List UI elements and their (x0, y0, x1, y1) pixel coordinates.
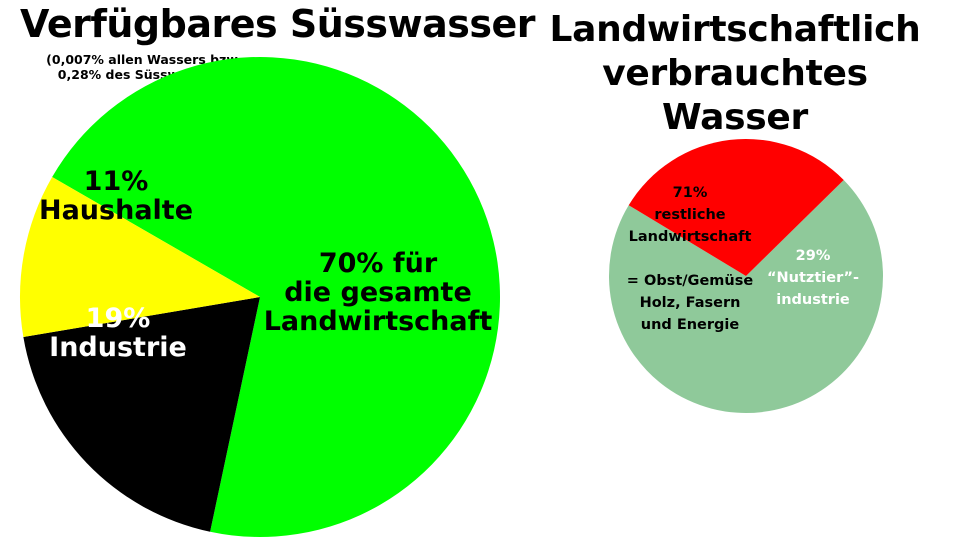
slice-label-line: Holz, Fasern (640, 295, 741, 311)
slice-label-line: = Obst/Gemüse (627, 273, 754, 289)
slice-label-line: 29% (796, 248, 831, 264)
slice-label-line: Landwirtschaft (629, 229, 752, 245)
slice-label-line: die gesamte (284, 277, 472, 308)
chart-title-agriculture: Landwirtschaftlich verbrauchtes Wasser (549, 9, 921, 138)
slice-label-line: 70% für (319, 248, 438, 279)
chart-title-freshwater: Verfügbares Süsswasser (20, 2, 536, 46)
slice-label-line: 19% (86, 303, 151, 334)
pie-slice (23, 297, 261, 532)
slice-label: 70% für die gesamte Landwirtschaft (264, 248, 493, 337)
pie-slice (20, 177, 261, 338)
slice-label-line: Landwirtschaft (264, 306, 493, 337)
slice-label-line: 11% (84, 166, 149, 197)
slice-label-line: Haushalte (39, 195, 193, 226)
slice-label: 71% restliche Landwirtschaft = Obst/Gemüse H… (627, 185, 754, 333)
slice-label: 11% Haushalte (39, 166, 193, 226)
slice-label-line: industrie (776, 292, 850, 308)
pie-slice (628, 138, 844, 276)
pie-chart-1: 71% restliche Landwirtschaft = Obst/Gemüse H… (609, 138, 884, 413)
slice-label-line: “Nutztier”- (767, 270, 859, 286)
pie-slice (52, 57, 500, 537)
pie-chart-0: 70% für die gesamte Landwirtschaft 19% Indus… (20, 57, 500, 537)
pie-slice (609, 179, 884, 413)
slice-label-line: Industrie (49, 332, 187, 363)
slice-label: 29% “Nutztier”- industrie (767, 248, 859, 308)
slice-label-line: 71% (673, 185, 708, 201)
slice-label-line: und Energie (641, 317, 740, 333)
slice-label: 19% Industrie (49, 303, 187, 363)
subtitle-line: (0,007% allen Wassers bzw. (46, 52, 242, 67)
slice-label-line: restliche (654, 207, 725, 223)
